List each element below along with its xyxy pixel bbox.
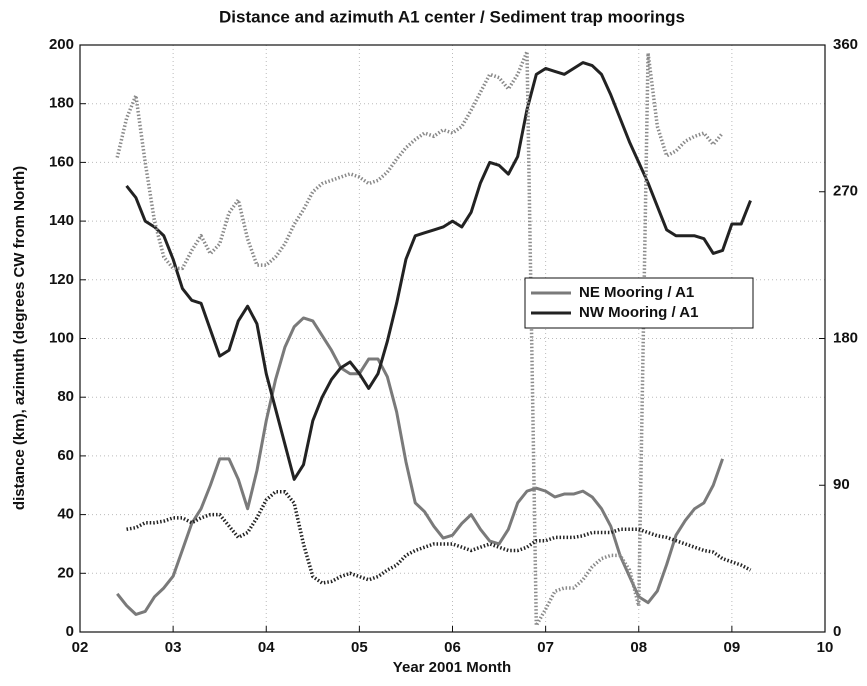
y-tick-label: 100 [49,329,74,346]
x-tick-label: 08 [630,639,647,656]
x-tick-label: 10 [817,639,834,656]
y2-tick-label: 180 [833,329,858,346]
legend-label: NW Mooring / A1 [579,304,698,321]
x-tick-label: 06 [444,639,461,656]
y-tick-label: 180 [49,95,74,112]
x-tick-label: 05 [351,639,368,656]
y-axis-label: distance (km), azimuth (degrees CW from … [11,166,28,510]
y2-tick-label: 270 [833,183,858,200]
y-tick-label: 160 [49,153,74,170]
x-axis-label: Year 2001 Month [393,659,511,676]
y2-tick-label: 0 [833,623,841,640]
y2-tick-label: 360 [833,36,858,53]
y-tick-label: 60 [57,447,74,464]
data-line [115,49,724,628]
y-tick-label: 20 [57,564,74,581]
chart-title: Distance and azimuth A1 center / Sedimen… [219,7,685,26]
legend-box [524,277,754,329]
y-tick-label: 80 [57,388,74,405]
plot-frame [79,44,826,633]
data-line [126,490,752,585]
x-tick-label: 07 [537,639,554,656]
y-tick-label: 40 [57,506,74,523]
x-tick-label: 03 [165,639,182,656]
legend-label: NE Mooring / A1 [579,284,694,301]
y-tick-label: 200 [49,36,74,53]
data-line [125,61,752,481]
x-tick-label: 04 [258,639,275,656]
data-line [116,316,724,616]
y-tick-label: 0 [66,623,74,640]
x-tick-label: 02 [72,639,89,656]
x-tick-label: 09 [724,639,741,656]
y-tick-label: 140 [49,212,74,229]
y2-tick-label: 90 [833,476,850,493]
y-tick-label: 120 [49,271,74,288]
